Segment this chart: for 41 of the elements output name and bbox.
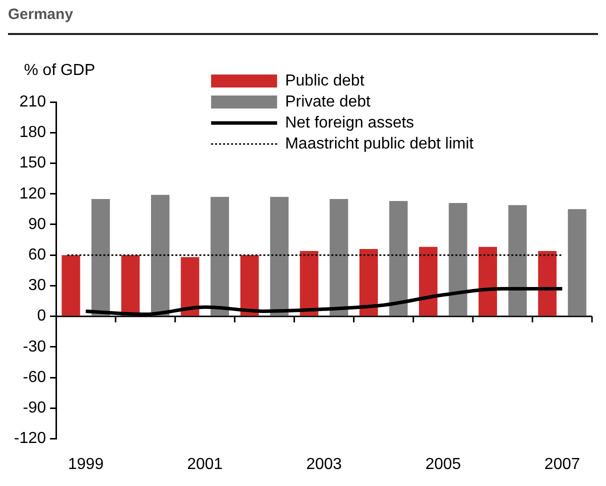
x-tick-label: 2007 [544,456,580,473]
bar [330,198,348,316]
bar [568,209,586,316]
bar [210,196,230,316]
bar [270,196,289,316]
x-tick-label: 1999 [68,456,104,473]
bar [419,246,438,316]
legend-label: Maastricht public debt limit [285,135,474,152]
y-tick-label: 180 [19,124,46,142]
chart-title: Germany [8,6,598,35]
y-axis-title: % of GDP [24,62,96,80]
y-tick-label: 150 [19,154,46,172]
y-tick-label: -60 [22,368,46,386]
y-tick-label: 120 [19,185,46,202]
y-tick-label: 30 [28,277,46,294]
y-tick-label: -30 [22,338,46,356]
bar [91,198,110,316]
y-tick-label: 210 [19,93,46,110]
y-tick-label: -90 [22,400,46,417]
bar [478,246,498,316]
y-tick-label: 90 [28,216,46,233]
bar [389,201,408,316]
bar [240,255,259,316]
bar [508,205,527,316]
y-tick-label: 60 [28,246,46,264]
bar [359,248,378,316]
bar [62,255,80,316]
bar [538,251,557,316]
y-tick-label: 0 [37,308,46,325]
y-tick-label: -120 [14,430,46,448]
legend-label: Public debt [285,72,365,90]
x-tick-label: 2005 [425,456,462,473]
bar [448,203,468,316]
legend-label: Net foreign assets [285,114,414,132]
bar [151,194,170,316]
x-tick-label: 2001 [187,456,223,473]
bar [121,255,140,316]
x-tick-label: 2003 [306,456,342,473]
bar [300,251,318,316]
legend-label: Private debt [285,93,372,110]
bar [180,257,200,316]
